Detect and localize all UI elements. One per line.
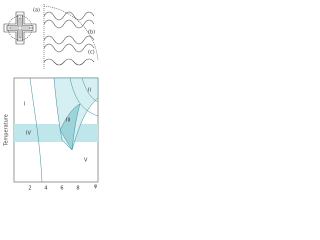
- cross-contours: [3, 11, 37, 45]
- x-tick-label: 6: [60, 186, 63, 192]
- shaded-region: [59, 103, 81, 151]
- phase-lines: [29, 77, 99, 183]
- panel-label: (c): [88, 50, 95, 56]
- region-label: I: [24, 102, 25, 108]
- panel-label: (a): [33, 8, 40, 14]
- x-tick-label: 2: [28, 186, 31, 192]
- region-label: II: [88, 88, 91, 94]
- region-label: IV: [26, 131, 31, 137]
- figure: (a) (b) (c) Temperature φ 2 4 6 8 I II I…: [3, 4, 99, 192]
- x-axis-label: φ: [94, 184, 98, 190]
- region-label: V: [84, 158, 88, 164]
- region-label: III: [66, 118, 70, 124]
- wavy-pattern: [43, 4, 99, 70]
- y-axis-label: Temperature: [4, 114, 10, 147]
- x-tick-label: 4: [44, 186, 47, 192]
- x-tick-label: 8: [76, 186, 79, 192]
- panel-label: (b): [88, 30, 95, 36]
